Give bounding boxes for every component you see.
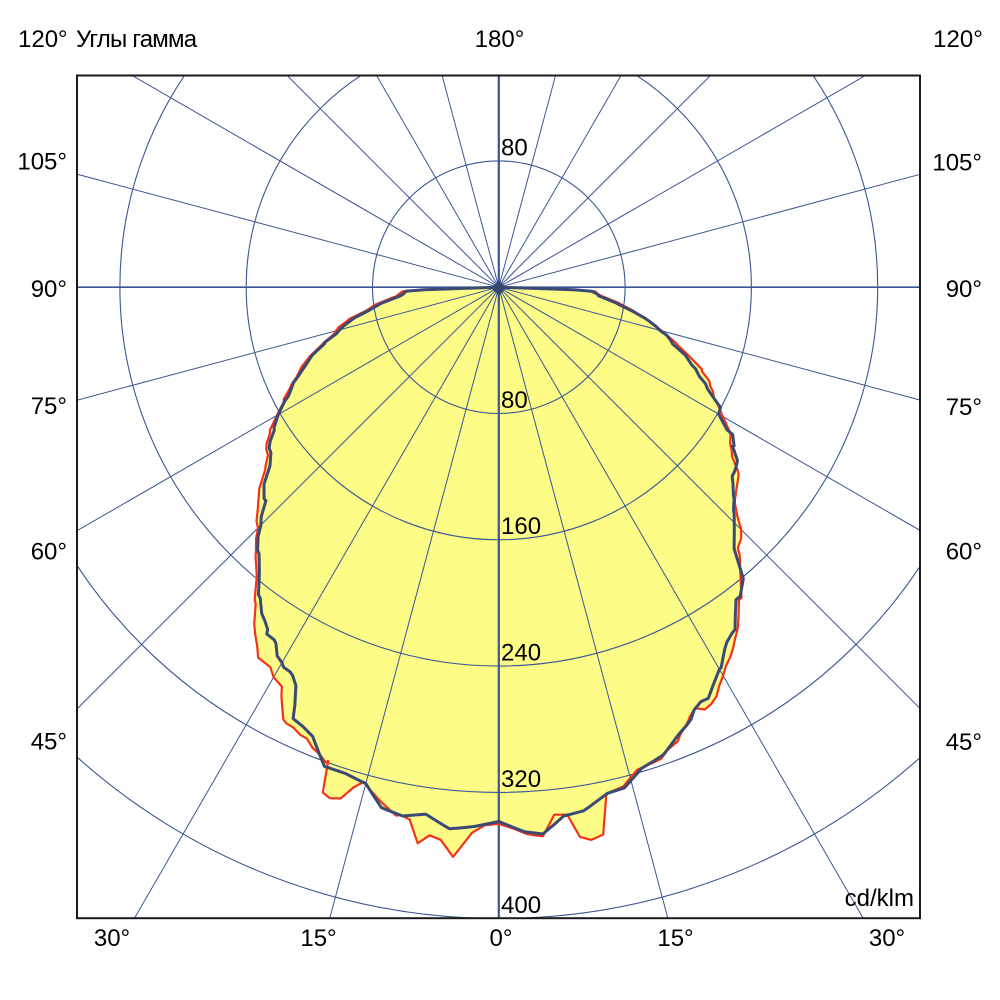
svg-text:90°: 90° [31,276,67,303]
svg-text:105°: 105° [932,150,982,177]
svg-text:30°: 30° [869,925,905,952]
svg-text:240: 240 [501,640,541,667]
svg-text:45°: 45° [31,729,67,756]
svg-text:75°: 75° [31,393,67,420]
svg-text:400: 400 [501,892,541,919]
svg-text:Углы гамма: Углы гамма [76,26,198,53]
svg-text:15°: 15° [300,925,336,952]
svg-text:60°: 60° [31,539,67,566]
svg-text:15°: 15° [657,925,693,952]
svg-text:105°: 105° [17,149,67,176]
svg-text:60°: 60° [946,539,982,566]
svg-text:cd/klm: cd/klm [845,885,914,912]
svg-text:75°: 75° [946,394,982,421]
svg-text:0°: 0° [490,925,513,952]
svg-text:30°: 30° [94,925,130,952]
svg-text:90°: 90° [946,276,982,303]
svg-text:120°: 120° [933,26,983,53]
svg-text:45°: 45° [946,729,982,756]
svg-text:180°: 180° [475,26,525,53]
svg-text:80: 80 [501,387,528,414]
svg-text:320: 320 [501,766,541,793]
svg-text:120°: 120° [18,26,68,53]
svg-text:160: 160 [501,513,541,540]
svg-text:80: 80 [501,134,528,161]
